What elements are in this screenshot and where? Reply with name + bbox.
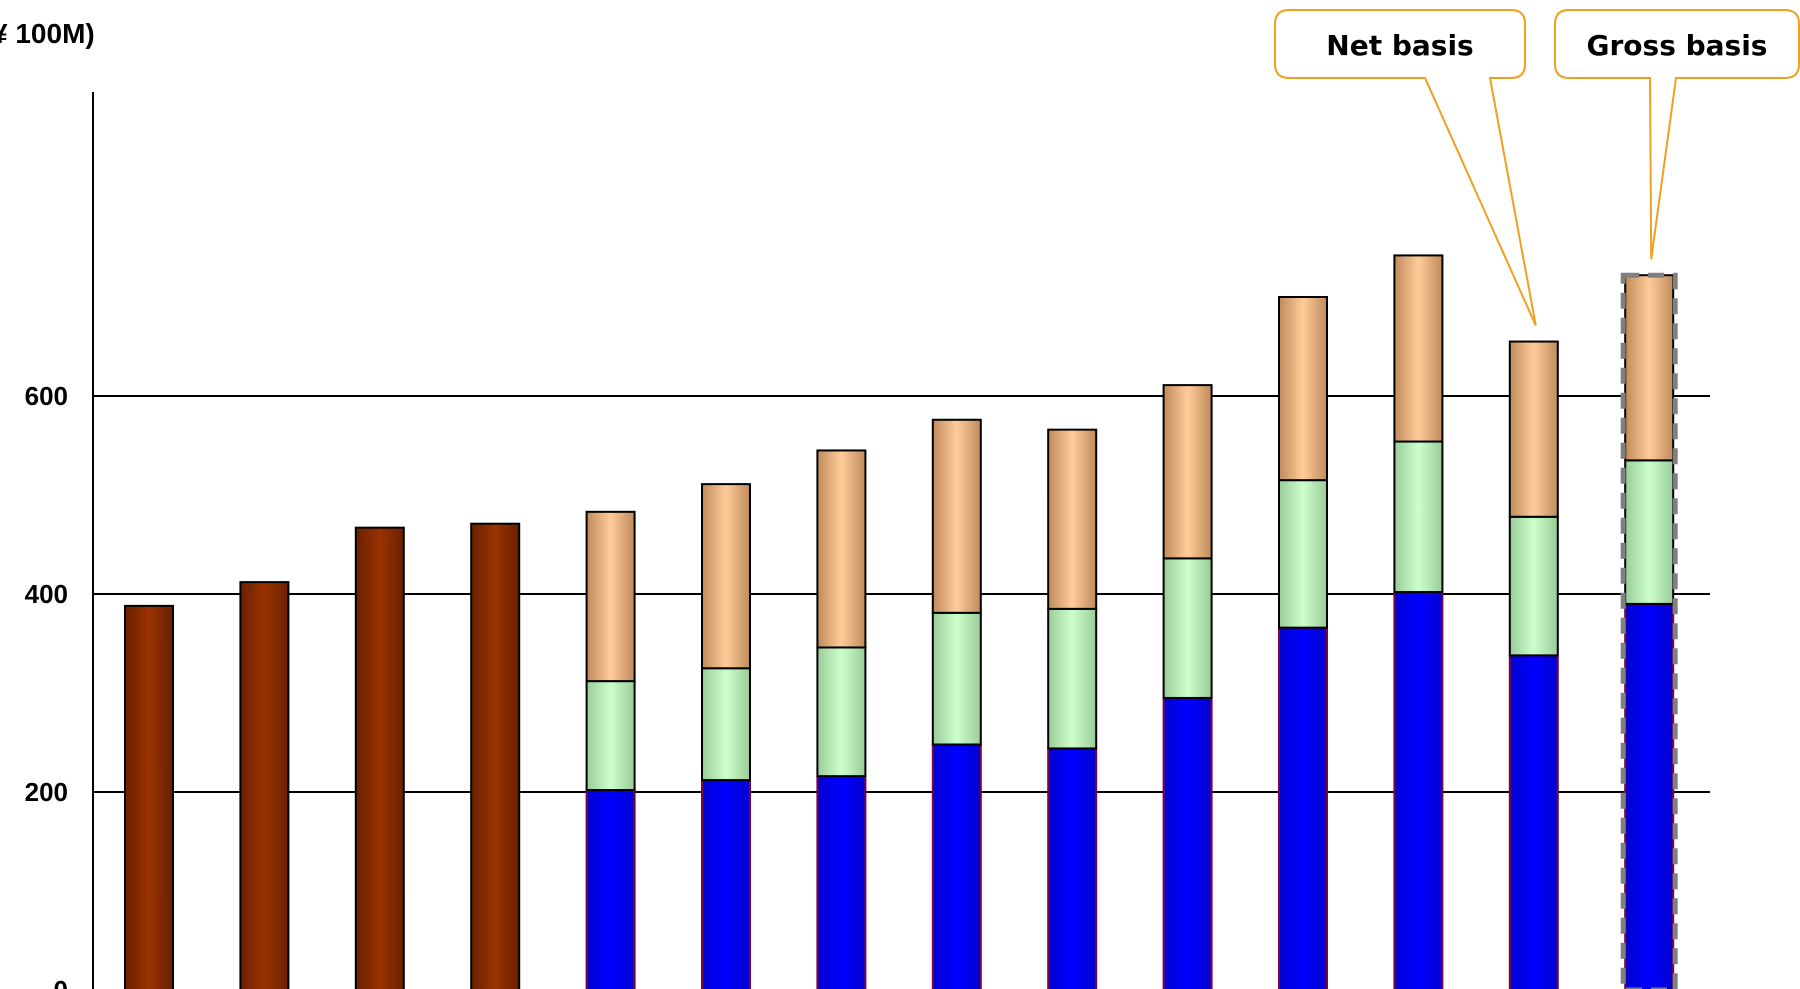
bar-4	[470, 522, 521, 989]
callout-2-text: Gross basis	[1587, 29, 1768, 62]
bar-4-segment-total	[470, 522, 521, 989]
bar-14-segment-middle	[1624, 459, 1675, 605]
bar-13-segment-base	[1508, 654, 1559, 989]
bar-11	[1278, 296, 1328, 989]
bar-5-segment-base	[585, 789, 636, 989]
bar-7	[816, 449, 867, 989]
bar-5-segment-top	[585, 510, 636, 683]
bar-7-segment-base	[816, 775, 867, 989]
bar-1-segment-total	[124, 604, 174, 989]
bar-3	[354, 526, 405, 989]
bar-9-segment-base	[1047, 747, 1098, 989]
bar-5	[585, 510, 636, 989]
bar-7-segment-top	[816, 449, 867, 649]
bar-12-segment-top	[1393, 254, 1444, 443]
bar-13-segment-middle	[1508, 515, 1559, 657]
bar-2	[239, 581, 290, 989]
bar-8-segment-middle	[931, 611, 982, 746]
bar-13	[1508, 340, 1559, 989]
bar-11-segment-middle	[1278, 479, 1328, 629]
y-tick-label-400: 400	[25, 579, 68, 609]
callout-2	[1554, 9, 1800, 260]
y-axis-unit-label: ¥ 100M)	[0, 18, 95, 49]
bar-6-segment-base	[701, 779, 751, 989]
bar-3-segment-total	[354, 526, 405, 989]
bar-1	[124, 604, 174, 989]
bar-10	[1162, 384, 1213, 989]
bar-14-dashed-outline	[1620, 272, 1678, 989]
bar-10-segment-top	[1162, 384, 1213, 560]
bar-6-segment-top	[701, 483, 751, 670]
y-tick-label-200: 200	[25, 777, 68, 807]
bar-13-segment-top	[1508, 340, 1559, 518]
bar-6-segment-middle	[701, 667, 751, 782]
callout-1	[1274, 9, 1537, 326]
bar-11-segment-base	[1278, 626, 1328, 989]
bar-6	[701, 483, 751, 989]
bar-5-segment-middle	[585, 680, 636, 792]
bar-7-segment-middle	[816, 646, 867, 778]
bar-12-segment-middle	[1393, 440, 1444, 594]
bar-8	[931, 418, 982, 989]
bar-2-segment-total	[239, 581, 290, 989]
bar-8-segment-top	[931, 418, 982, 614]
y-tick-label-600: 600	[25, 381, 68, 411]
bar-10-segment-middle	[1162, 557, 1213, 699]
bar-11-segment-top	[1278, 296, 1328, 482]
bar-10-segment-base	[1162, 696, 1213, 989]
bar-12	[1393, 254, 1444, 989]
y-tick-label-0: 0	[54, 975, 68, 989]
bar-14	[1620, 272, 1678, 989]
bar-14-segment-base	[1624, 602, 1675, 989]
bar-8-segment-base	[931, 743, 982, 989]
bar-9-segment-top	[1047, 428, 1098, 610]
bar-9-segment-middle	[1047, 607, 1098, 750]
callout-1-text: Net basis	[1326, 29, 1473, 62]
bar-14-segment-top	[1624, 274, 1675, 462]
bar-9	[1047, 428, 1098, 989]
bar-12-segment-base	[1393, 591, 1444, 989]
